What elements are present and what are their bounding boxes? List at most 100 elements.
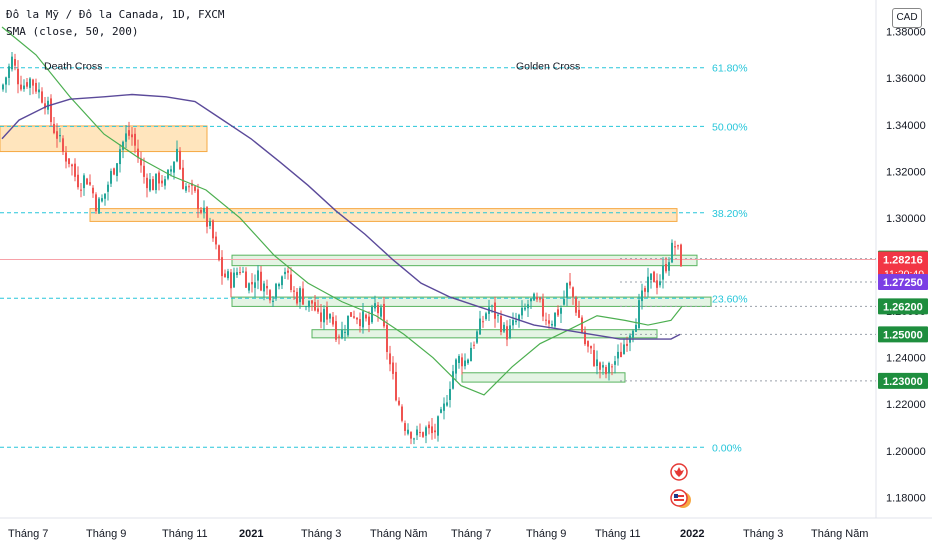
- candle-down: [389, 353, 391, 365]
- candle-up: [635, 324, 637, 332]
- candle-up: [299, 288, 301, 303]
- candle-down: [161, 180, 163, 184]
- candle-down: [86, 178, 88, 185]
- candle-down: [290, 274, 292, 290]
- candle-down: [338, 336, 340, 338]
- candle-up: [122, 141, 124, 150]
- candle-up: [374, 303, 376, 309]
- candle-up: [263, 283, 265, 292]
- price-badge-value: 1.23000: [883, 376, 923, 388]
- candle-up: [647, 276, 649, 293]
- candle-down: [539, 297, 541, 300]
- candle-down: [410, 432, 412, 439]
- candle-up: [281, 276, 283, 286]
- candle-up: [278, 283, 280, 287]
- candle-up: [380, 307, 382, 317]
- candle-down: [392, 362, 394, 374]
- candle-down: [578, 309, 580, 318]
- candle-down: [50, 98, 52, 123]
- candle-down: [293, 290, 295, 292]
- candle-up: [284, 271, 286, 275]
- candle-up: [440, 409, 442, 413]
- candle-down: [575, 297, 577, 313]
- candle-up: [413, 438, 415, 440]
- candle-down: [674, 246, 676, 248]
- candle-down: [365, 314, 367, 319]
- currency-selector[interactable]: CAD: [892, 8, 922, 28]
- candle-up: [329, 313, 331, 319]
- candle-down: [251, 282, 253, 285]
- candle-up: [233, 272, 235, 288]
- candle-down: [80, 189, 82, 191]
- candle-down: [20, 84, 22, 90]
- indicator-title[interactable]: SMA (close, 50, 200): [6, 25, 139, 38]
- candle-up: [275, 283, 277, 298]
- candle-up: [5, 77, 7, 85]
- candle-down: [182, 167, 184, 190]
- candle-up: [416, 429, 418, 436]
- fib-label: 23.60%: [712, 293, 748, 305]
- candle-down: [65, 152, 67, 162]
- fib-label: 50.00%: [712, 121, 748, 133]
- us-flag-stripe: [674, 495, 684, 497]
- symbol-title[interactable]: Đô la Mỹ / Đô la Canada, 1D, FXCM: [6, 8, 225, 21]
- candle-down: [401, 406, 403, 421]
- candle-down: [548, 320, 550, 324]
- candle-down: [680, 244, 682, 267]
- candle-down: [599, 362, 601, 370]
- us-flag-canton: [674, 494, 678, 498]
- candle-down: [287, 270, 289, 273]
- candle-down: [266, 285, 268, 289]
- candle-up: [11, 56, 13, 70]
- candle-down: [653, 271, 655, 283]
- candle-down: [353, 316, 355, 318]
- event-markers: [670, 463, 691, 508]
- candle-down: [62, 138, 64, 152]
- candle-down: [221, 257, 223, 277]
- candle-up: [476, 331, 478, 343]
- candle-down: [17, 68, 19, 85]
- candle-down: [77, 174, 79, 188]
- support-resistance-zones: [0, 125, 712, 383]
- candle-up: [641, 290, 643, 302]
- candle-down: [158, 172, 160, 184]
- candle-down: [386, 324, 388, 352]
- us-flag-stripe: [674, 499, 684, 501]
- price-tick-label: 1.22000: [886, 399, 926, 411]
- candle-down: [311, 300, 313, 304]
- candle-down: [260, 271, 262, 291]
- candle-down: [74, 163, 76, 177]
- candle-down: [506, 326, 508, 340]
- candle-up: [98, 198, 100, 214]
- candle-down: [356, 317, 358, 320]
- time-tick-label: 2022: [680, 528, 704, 540]
- candle-up: [344, 331, 346, 333]
- candle-down: [32, 79, 34, 86]
- candle-up: [554, 312, 556, 327]
- candle-down: [656, 280, 658, 288]
- candle-down: [500, 315, 502, 333]
- candle-up: [248, 283, 250, 291]
- candle-down: [128, 130, 130, 136]
- candle-up: [602, 365, 604, 368]
- candle-down: [302, 288, 304, 305]
- candle-down: [95, 194, 97, 212]
- cross-annotations: Death Cross Golden Cross: [44, 60, 580, 72]
- candle-up: [443, 403, 445, 411]
- candle-down: [137, 148, 139, 158]
- candle-up: [509, 325, 511, 338]
- price-tick-label: 1.38000: [886, 27, 926, 39]
- candle-down: [218, 245, 220, 261]
- candle-up: [596, 359, 598, 367]
- candle-down: [56, 131, 58, 139]
- price-tick-label: 1.34000: [886, 120, 926, 132]
- candle-up: [209, 220, 211, 226]
- candle-down: [398, 400, 400, 405]
- time-tick-label: 2021: [239, 528, 263, 540]
- candle-up: [515, 320, 517, 323]
- candle-up: [101, 198, 103, 202]
- candle-up: [23, 85, 25, 90]
- candle-up: [176, 148, 178, 162]
- candle-down: [53, 123, 55, 134]
